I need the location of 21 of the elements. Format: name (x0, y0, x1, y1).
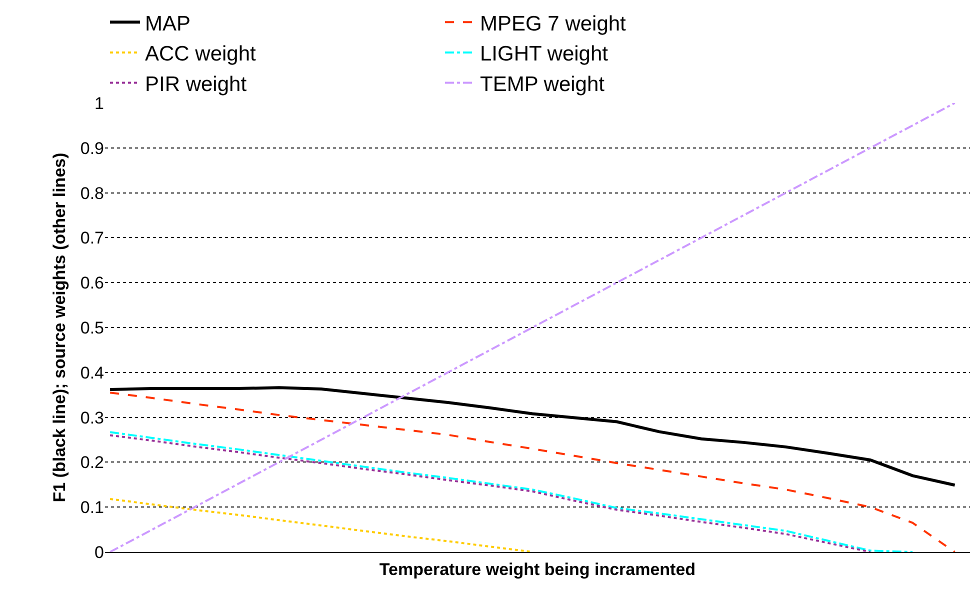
legend-label: TEMP weight (480, 72, 605, 96)
y-tick-label: 0.1 (80, 498, 104, 518)
line-series (109, 392, 956, 552)
y-tick-label: 0.7 (80, 228, 104, 248)
legend-label: MAP (145, 12, 191, 36)
line-series (109, 103, 956, 552)
y-tick-label: 0.6 (80, 274, 104, 293)
legend-label: MPEG 7 weight (480, 12, 626, 36)
y-tick-label: 0.8 (80, 184, 104, 203)
y-tick-label: 0.4 (80, 363, 104, 382)
y-tick-label: 1 (94, 94, 104, 113)
x-axis-title: Temperature weight being incramented (379, 560, 696, 579)
legend-label: PIR weight (145, 72, 247, 96)
y-tick-label: 0 (94, 542, 104, 562)
y-tick-label: 0.5 (80, 318, 104, 338)
y-tick-label: 0.2 (80, 453, 104, 472)
y-axis-title: F1 (black line); source weights (other lines) (50, 152, 69, 502)
y-tick-label: 0.3 (80, 408, 104, 428)
legend-label: ACC weight (145, 42, 256, 66)
legend-label: LIGHT weight (480, 42, 608, 66)
y-tick-label: 0.9 (80, 138, 104, 158)
